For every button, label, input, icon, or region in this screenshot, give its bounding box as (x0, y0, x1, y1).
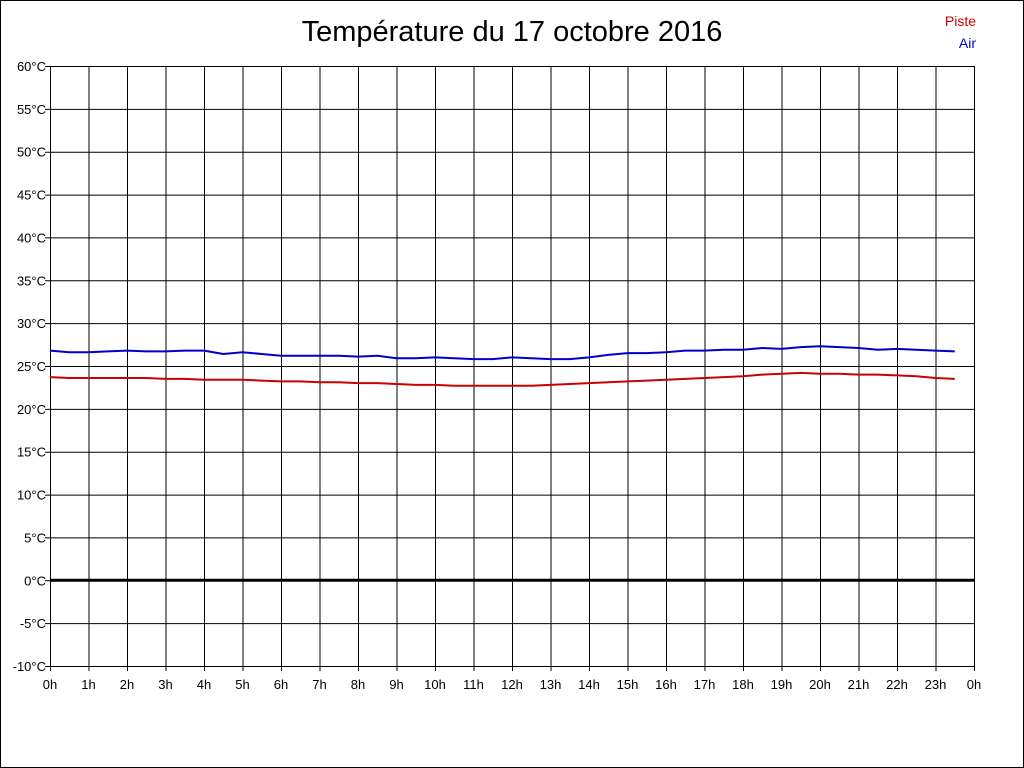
y-tick-label: 25°C (17, 359, 46, 374)
legend-air: Air (958, 35, 976, 51)
series-line-piste (49, 371, 955, 387)
y-tick-label: 45°C (17, 188, 46, 203)
x-tick-label: 7h (312, 677, 326, 692)
y-tick-label: -10°C (13, 659, 46, 674)
x-tick-label: 0h (43, 677, 57, 692)
x-tick-label: 3h (158, 677, 172, 692)
x-tick-label: 10h (424, 677, 446, 692)
legend-piste: Piste (944, 13, 976, 29)
y-tick-label: 60°C (17, 59, 46, 74)
series-line-air (49, 345, 955, 361)
x-tick-label: 14h (578, 677, 600, 692)
x-tick-label: 18h (732, 677, 754, 692)
y-tick-label: 55°C (17, 102, 46, 117)
y-tick-label: 40°C (17, 230, 46, 245)
x-tick-label: 17h (694, 677, 716, 692)
x-tick-label: 8h (351, 677, 365, 692)
y-tick-label: 5°C (24, 530, 46, 545)
x-tick-label: 13h (540, 677, 562, 692)
x-tick-label: 22h (886, 677, 908, 692)
x-tick-label: 15h (617, 677, 639, 692)
y-tick-label: 30°C (17, 316, 46, 331)
y-tick-label: 0°C (24, 573, 46, 588)
x-tick-label: 19h (771, 677, 793, 692)
x-tick-label: 11h (463, 677, 484, 692)
y-tick-label: 35°C (17, 273, 46, 288)
plot-border (50, 66, 975, 667)
x-tick-label: 6h (274, 677, 288, 692)
x-tick-label: 5h (235, 677, 249, 692)
x-tick-label: 4h (197, 677, 211, 692)
y-tick-label: 10°C (17, 488, 46, 503)
x-tick-label: 1h (81, 677, 95, 692)
y-tick-label: 15°C (17, 445, 46, 460)
x-tick-label: 12h (501, 677, 523, 692)
x-tick-label: 0h (967, 677, 981, 692)
y-tick-label: 20°C (17, 402, 46, 417)
y-tick-label: 50°C (17, 145, 46, 160)
x-tick-label: 9h (389, 677, 403, 692)
x-tick-label: 20h (809, 677, 831, 692)
x-tick-label: 16h (655, 677, 677, 692)
x-tick-label: 21h (848, 677, 870, 692)
x-tick-label: 23h (925, 677, 947, 692)
x-tick-label: 2h (120, 677, 134, 692)
y-tick-label: -5°C (20, 616, 46, 631)
chart-title: Température du 17 octobre 2016 (301, 16, 723, 48)
